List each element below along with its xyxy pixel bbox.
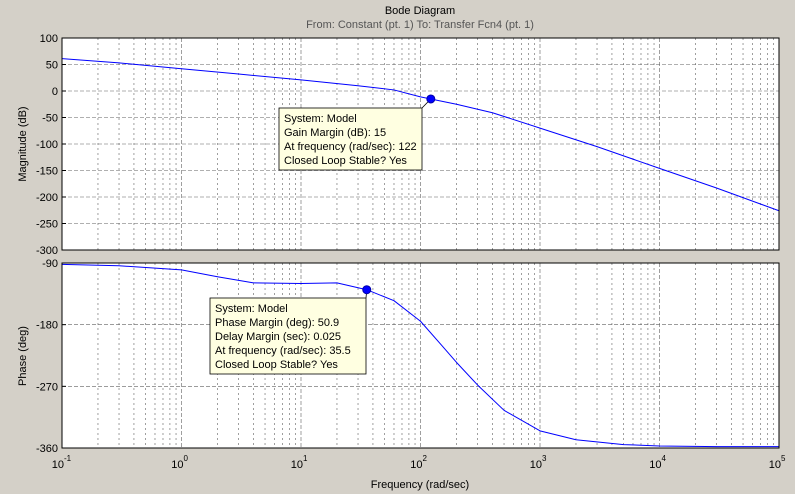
x-tick-exponent: 4 — [662, 454, 667, 463]
phase-datatip-line: Phase Margin (deg): 50.9 — [215, 317, 339, 329]
x-tick-exponent: 3 — [542, 454, 547, 463]
magnitude-datatip-line: At frequency (rad/sec): 122 — [284, 141, 417, 153]
magnitude-ytick-label: 50 — [46, 60, 58, 72]
x-tick-exponent: 2 — [423, 454, 428, 463]
phase-grid — [62, 263, 779, 448]
magnitude-datatip[interactable]: System: Model Gain Margin (dB): 15 At freq… — [278, 94, 436, 171]
y-axis-label-magnitude: Magnitude (dB) — [17, 106, 29, 181]
magnitude-ytick-label: 100 — [40, 33, 58, 45]
phase-axes-frame — [61, 262, 780, 449]
phase-datatip-line: Delay Margin (sec): 0.025 — [215, 331, 341, 343]
x-tick-label: 10 — [52, 459, 64, 471]
x-tick-label: 10 — [171, 459, 183, 471]
magnitude-ytick-label: -300 — [36, 245, 58, 257]
x-tick-label: 10 — [530, 459, 542, 471]
phase-datatip[interactable]: System: Model Phase Margin (deg): 50.9 Del… — [209, 285, 372, 375]
phase-ytick-label: -180 — [36, 320, 58, 332]
x-tick-exponent: 1 — [303, 454, 308, 463]
x-tick-label: 10 — [769, 459, 781, 471]
phase-axes[interactable]: -90 -180 -270 -360 System: Model Phase Margin… — [36, 258, 786, 471]
figure-subtitle: From: Constant (pt. 1) To: Transfer Fcn4… — [306, 19, 534, 31]
phase-ytick-label: -270 — [36, 381, 58, 393]
phase-datatip-marker[interactable] — [362, 285, 372, 295]
phase-datatip-line: System: Model — [215, 303, 288, 315]
magnitude-ytick-label: 0 — [52, 86, 58, 98]
magnitude-datatip-marker[interactable] — [426, 94, 436, 104]
phase-ytick-label: -90 — [42, 258, 58, 270]
magnitude-datatip-line: Gain Margin (dB): 15 — [284, 127, 386, 139]
x-tick-label: 10 — [291, 459, 303, 471]
magnitude-datatip-line: Closed Loop Stable? Yes — [284, 155, 407, 167]
magnitude-ytick-label: -150 — [36, 166, 58, 178]
magnitude-ytick-label: -250 — [36, 219, 58, 231]
phase-datatip-line: Closed Loop Stable? Yes — [215, 359, 338, 371]
magnitude-datatip-box — [278, 107, 423, 171]
magnitude-curve — [61, 58, 780, 212]
y-axis-label-phase: Phase (deg) — [17, 326, 29, 386]
x-tick-exponent: 5 — [781, 454, 786, 463]
phase-datatip-line: At frequency (rad/sec): 35.5 — [215, 345, 351, 357]
x-tick-label: 10 — [649, 459, 661, 471]
phase-ytick-label: -360 — [36, 443, 58, 455]
phase-datatip-box — [209, 297, 367, 375]
magnitude-ytick-label: -100 — [36, 139, 58, 151]
x-tick-exponent: 0 — [184, 454, 189, 463]
x-axis-label: Frequency (rad/sec) — [371, 479, 469, 491]
magnitude-ytick-label: -200 — [36, 192, 58, 204]
magnitude-axes-frame — [61, 37, 780, 251]
x-tick-label: 10 — [410, 459, 422, 471]
magnitude-datatip-line: System: Model — [284, 113, 357, 125]
x-tick-exponent: -1 — [64, 454, 72, 463]
phase-curve — [61, 263, 779, 448]
magnitude-axes[interactable]: 100 50 0 -50 -100 -150 -200 -250 -300 System: Mod… — [36, 33, 780, 257]
magnitude-ytick-label: -50 — [42, 113, 58, 125]
figure-title: Bode Diagram — [385, 5, 455, 17]
